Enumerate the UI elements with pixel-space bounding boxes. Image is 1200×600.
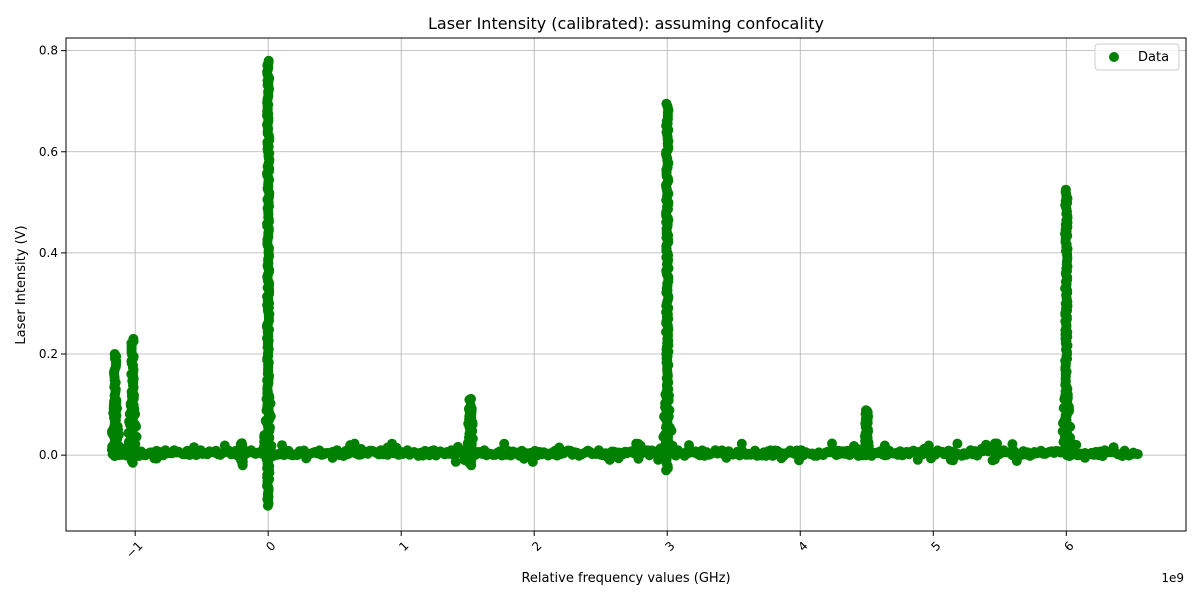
- data-point: [236, 438, 247, 449]
- data-point: [465, 416, 476, 426]
- data-point: [466, 442, 477, 453]
- data-point: [127, 404, 138, 415]
- data-point: [261, 416, 272, 427]
- data-points: [106, 55, 1143, 511]
- y-tick-label: 0.6: [39, 145, 58, 159]
- data-point: [128, 393, 139, 404]
- data-point: [466, 393, 476, 404]
- x-tick-label: 3: [662, 539, 677, 554]
- y-tick-label: 0.2: [39, 347, 58, 361]
- x-tick-label: 5: [928, 539, 943, 554]
- legend-frame: [1094, 43, 1180, 71]
- x-tick-label: 2: [529, 539, 544, 554]
- data-point: [349, 438, 360, 449]
- data-point: [237, 460, 248, 471]
- data-point: [862, 411, 873, 422]
- data-point: [263, 398, 274, 409]
- data-point: [861, 428, 872, 439]
- data-point: [1064, 404, 1074, 415]
- data-point: [1058, 418, 1068, 429]
- data-point: [467, 426, 478, 436]
- legend-label: Data: [1138, 50, 1169, 65]
- y-tick-label: 0.4: [39, 246, 58, 260]
- data-point: [662, 414, 673, 425]
- legend: Data: [1094, 43, 1180, 71]
- data-point: [661, 465, 672, 476]
- data-point: [112, 403, 122, 414]
- data-point: [861, 442, 872, 453]
- data-point: [236, 447, 247, 458]
- data-point: [1062, 450, 1072, 461]
- plot-frame: [65, 37, 1187, 532]
- data-point: [657, 443, 668, 453]
- data-point: [665, 443, 676, 454]
- axis-ticks: −1 0 1 2 3 4 5 6 0.0 0.2 0.4 0.6 0.8: [39, 44, 1077, 561]
- data-point: [110, 420, 121, 431]
- legend-marker: [1109, 52, 1119, 62]
- y-axis-label: Laser Intensity (V): [14, 225, 29, 344]
- data-point: [127, 457, 138, 468]
- data-point: [659, 429, 670, 440]
- data-point: [129, 436, 139, 447]
- data-point: [126, 424, 137, 435]
- data-point: [466, 460, 477, 471]
- data-point: [450, 456, 461, 467]
- chart-title: Laser Intensity (calibrated): assuming c…: [428, 14, 824, 33]
- x-tick-label: 1: [396, 539, 411, 554]
- y-tick-label: 0.0: [39, 448, 58, 462]
- y-tick-label: 0.8: [39, 44, 58, 58]
- x-axis-label: Relative frequency values (GHz): [521, 571, 730, 586]
- data-point: [660, 389, 671, 400]
- data-point: [277, 440, 287, 451]
- data-point: [1007, 439, 1018, 450]
- x-tick-label: 4: [795, 539, 810, 554]
- x-tick-label: 6: [1061, 539, 1076, 554]
- x-axis-offset-label: 1e9: [1161, 571, 1184, 585]
- x-tick-label: 0: [263, 539, 278, 554]
- data-point: [259, 441, 269, 452]
- x-tick-label: −1: [123, 539, 145, 561]
- data-point: [264, 433, 275, 443]
- data-point: [736, 438, 747, 449]
- data-point: [499, 438, 510, 449]
- data-point: [992, 438, 1002, 449]
- data-point: [1061, 441, 1072, 452]
- data-point: [127, 446, 138, 457]
- data-point: [109, 447, 120, 458]
- data-point: [466, 403, 477, 414]
- data-point: [604, 454, 615, 465]
- data-point: [952, 438, 963, 449]
- data-point: [262, 500, 273, 511]
- data-point: [1132, 449, 1143, 460]
- data-point: [1059, 393, 1070, 404]
- data-point: [1062, 428, 1073, 439]
